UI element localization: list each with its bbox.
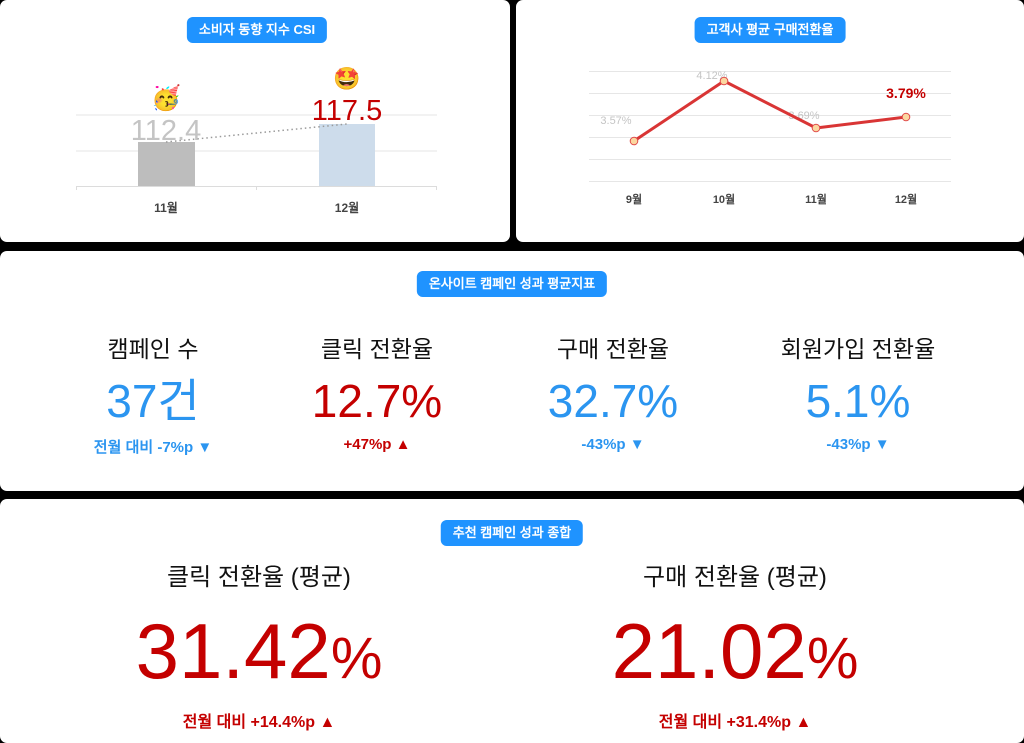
metric-label: 클릭 전환율 [320,336,434,362]
metric-value: 12.7% [311,375,443,427]
metric-delta: +47%p ▲ [343,436,411,453]
metric-delta: -43%p ▼ [581,436,645,453]
x-label-nov: 11월 [154,200,178,215]
csi-badge: 소비자 동향 지수 CSI [186,17,328,43]
bar-label-dec: 117.5 [312,95,382,127]
summary-label: 클릭 전환율 (평균) [167,564,351,591]
summary-click-conversion: 클릭 전환율 (평균) 31.42% 전월 대비 +14.4%p ▲ [136,557,383,732]
x-label-nov: 11월 [805,192,827,206]
metric-value: 5.1% [805,375,911,427]
onsite-campaign-badge: 온사이트 캠페인 성과 평균지표 [416,271,608,297]
bar-label-nov: 112.4 [131,115,201,147]
csi-bar-chart: 112.4 117.5 🥳 🤩 11월 12월 [76,66,437,215]
metric-campaign-count: 캠페인 수 37건 전월 대비 -7%p ▼ [94,330,212,457]
x-label-oct: 10월 [713,192,735,206]
metric-purchase-conversion: 구매 전환율 32.7% -43%p ▼ [548,330,678,453]
point-sep [629,136,639,146]
summary-label: 구매 전환율 (평균) [643,564,827,591]
bar-dec [319,124,375,186]
summary-delta: 전월 대비 +14.4%p ▲ [182,714,336,731]
recommend-campaign-panel: 추천 캠페인 성과 종합 클릭 전환율 (평균) 31.42% 전월 대비 +1… [0,499,1024,743]
metric-label: 회원가입 전환율 [780,336,936,362]
conversion-trend-panel: 고객사 평균 구매전환율 3.57% 4.12% 3.69% 3.79% 9월 … [516,0,1024,242]
point-nov [811,123,821,133]
metric-delta: -43%p ▼ [826,436,890,453]
x-label-sep: 9월 [626,192,642,206]
point-label-dec: 3.79% [886,85,926,101]
up-triangle-icon: ▲ [395,436,411,453]
conversion-line-chart: 3.57% 4.12% 3.69% 3.79% 9월 10월 11월 12월 [589,70,951,206]
bar-nov [138,142,195,186]
summary-value: 31.42% [135,607,383,695]
party-face-icon: 🥳 [151,83,181,112]
point-oct [719,76,729,86]
point-label-sep: 3.57% [600,115,631,127]
onsite-campaign-panel: 온사이트 캠페인 성과 평균지표 캠페인 수 37건 전월 대비 -7%p ▼ … [0,251,1024,491]
x-label-dec: 12월 [895,192,917,206]
x-label-dec: 12월 [335,200,359,215]
down-triangle-icon: ▼ [874,436,890,453]
csi-panel: 소비자 동향 지수 CSI 112.4 117.5 🥳 🤩 11월 12월 [0,0,510,242]
point-label-oct: 4.12% [696,70,727,82]
metric-value: 32.7% [547,375,679,427]
up-triangle-icon: ▲ [319,714,336,731]
recommend-campaign-badge: 추천 캠페인 성과 종합 [440,520,584,546]
conversion-trend-badge: 고객사 평균 구매전환율 [694,17,846,43]
metric-signup-conversion: 회원가입 전환율 5.1% -43%p ▼ [781,330,936,453]
up-triangle-icon: ▲ [795,714,812,731]
down-triangle-icon: ▼ [197,439,213,456]
down-triangle-icon: ▼ [629,436,645,453]
metric-label: 구매 전환율 [556,336,670,362]
metric-click-conversion: 클릭 전환율 12.7% +47%p ▲ [312,330,442,453]
metric-label: 캠페인 수 [107,336,199,362]
point-dec [901,112,911,122]
summary-delta: 전월 대비 +31.4%p ▲ [658,714,812,731]
summary-purchase-conversion: 구매 전환율 (평균) 21.02% 전월 대비 +31.4%p ▲ [612,557,859,732]
summary-value: 21.02% [611,607,859,695]
metric-value: 37건 [106,375,200,427]
star-struck-icon: 🤩 [333,66,360,91]
metric-delta: 전월 대비 -7%p ▼ [93,439,213,456]
